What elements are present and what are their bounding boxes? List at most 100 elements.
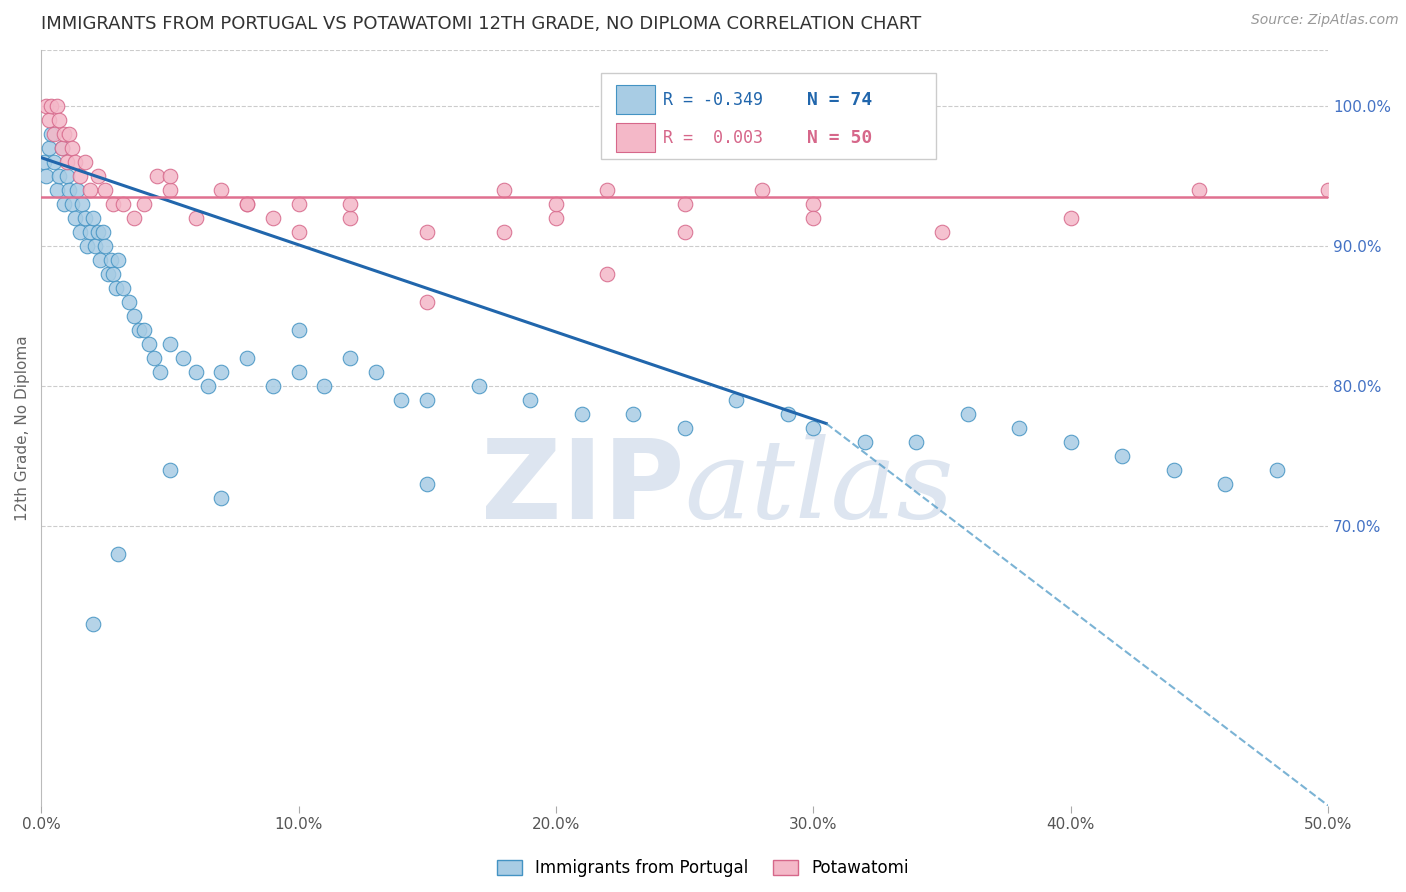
Point <box>112 196 135 211</box>
Point <box>596 183 619 197</box>
Point <box>69 225 91 239</box>
Point <box>339 196 361 211</box>
Point <box>184 365 207 379</box>
Point <box>956 407 979 421</box>
Point <box>73 154 96 169</box>
Text: atlas: atlas <box>685 434 955 542</box>
Point <box>79 225 101 239</box>
Text: IMMIGRANTS FROM PORTUGAL VS POTAWATOMI 12TH GRADE, NO DIPLOMA CORRELATION CHART: IMMIGRANTS FROM PORTUGAL VS POTAWATOMI 1… <box>41 15 921 33</box>
Point <box>60 141 83 155</box>
Point <box>91 225 114 239</box>
Point <box>132 196 155 211</box>
Point <box>751 183 773 197</box>
Point <box>209 183 232 197</box>
Point <box>45 99 67 113</box>
Text: N = 50: N = 50 <box>807 128 872 146</box>
Point <box>853 434 876 449</box>
Text: R = -0.349: R = -0.349 <box>662 91 762 109</box>
Point <box>197 378 219 392</box>
Point <box>103 267 125 281</box>
Point <box>100 252 122 267</box>
Point <box>41 99 63 113</box>
Point <box>236 196 259 211</box>
Point <box>287 365 309 379</box>
Point <box>87 169 110 183</box>
Point <box>35 99 58 113</box>
Point <box>45 183 67 197</box>
Point <box>494 225 516 239</box>
Point <box>38 141 60 155</box>
Point <box>159 463 181 477</box>
Point <box>1008 420 1031 434</box>
Point <box>596 267 619 281</box>
Point <box>82 616 104 631</box>
Point <box>519 392 541 407</box>
Point <box>801 420 824 434</box>
Point <box>41 127 63 141</box>
Point <box>544 211 567 225</box>
Point <box>89 252 111 267</box>
Point <box>621 407 644 421</box>
Point <box>82 211 104 225</box>
Point <box>339 351 361 365</box>
Y-axis label: 12th Grade, No Diploma: 12th Grade, No Diploma <box>15 334 30 521</box>
Point <box>209 491 232 505</box>
Text: ZIP: ZIP <box>481 434 685 541</box>
Text: R =  0.003: R = 0.003 <box>662 128 762 146</box>
Point <box>416 294 439 309</box>
Point <box>159 169 181 183</box>
Point <box>287 323 309 337</box>
Point <box>159 183 181 197</box>
Point <box>544 196 567 211</box>
Text: Source: ZipAtlas.com: Source: ZipAtlas.com <box>1251 13 1399 28</box>
Point <box>148 365 170 379</box>
Point <box>416 392 439 407</box>
Point <box>112 281 135 295</box>
Point <box>138 336 160 351</box>
Point <box>905 434 928 449</box>
Point <box>128 323 150 337</box>
Point <box>931 225 953 239</box>
FancyBboxPatch shape <box>616 123 655 152</box>
Point <box>494 183 516 197</box>
Point <box>51 141 73 155</box>
Point <box>35 169 58 183</box>
Point <box>262 378 284 392</box>
Point <box>673 196 696 211</box>
Point <box>467 378 489 392</box>
Point <box>56 169 79 183</box>
Text: N = 74: N = 74 <box>807 91 872 109</box>
Point <box>58 183 80 197</box>
Point <box>63 211 86 225</box>
Point <box>801 196 824 211</box>
Point <box>73 211 96 225</box>
Point <box>391 392 413 407</box>
Point <box>79 183 101 197</box>
Point <box>364 365 387 379</box>
Point <box>48 112 70 127</box>
Point <box>53 196 76 211</box>
Point <box>673 225 696 239</box>
Point <box>1060 434 1083 449</box>
Point <box>66 183 89 197</box>
Point <box>87 225 110 239</box>
Point <box>143 351 166 365</box>
Point <box>76 239 98 253</box>
Point <box>673 420 696 434</box>
Point <box>725 392 748 407</box>
Point <box>122 211 145 225</box>
Point <box>1265 463 1288 477</box>
Point <box>262 211 284 225</box>
Point <box>159 336 181 351</box>
Point <box>42 127 65 141</box>
Point <box>58 127 80 141</box>
Point <box>416 225 439 239</box>
Point <box>69 169 91 183</box>
Point <box>84 239 107 253</box>
Point <box>48 169 70 183</box>
Point <box>117 294 139 309</box>
Point <box>104 281 127 295</box>
Point <box>94 183 117 197</box>
Point <box>32 154 55 169</box>
Point <box>103 196 125 211</box>
